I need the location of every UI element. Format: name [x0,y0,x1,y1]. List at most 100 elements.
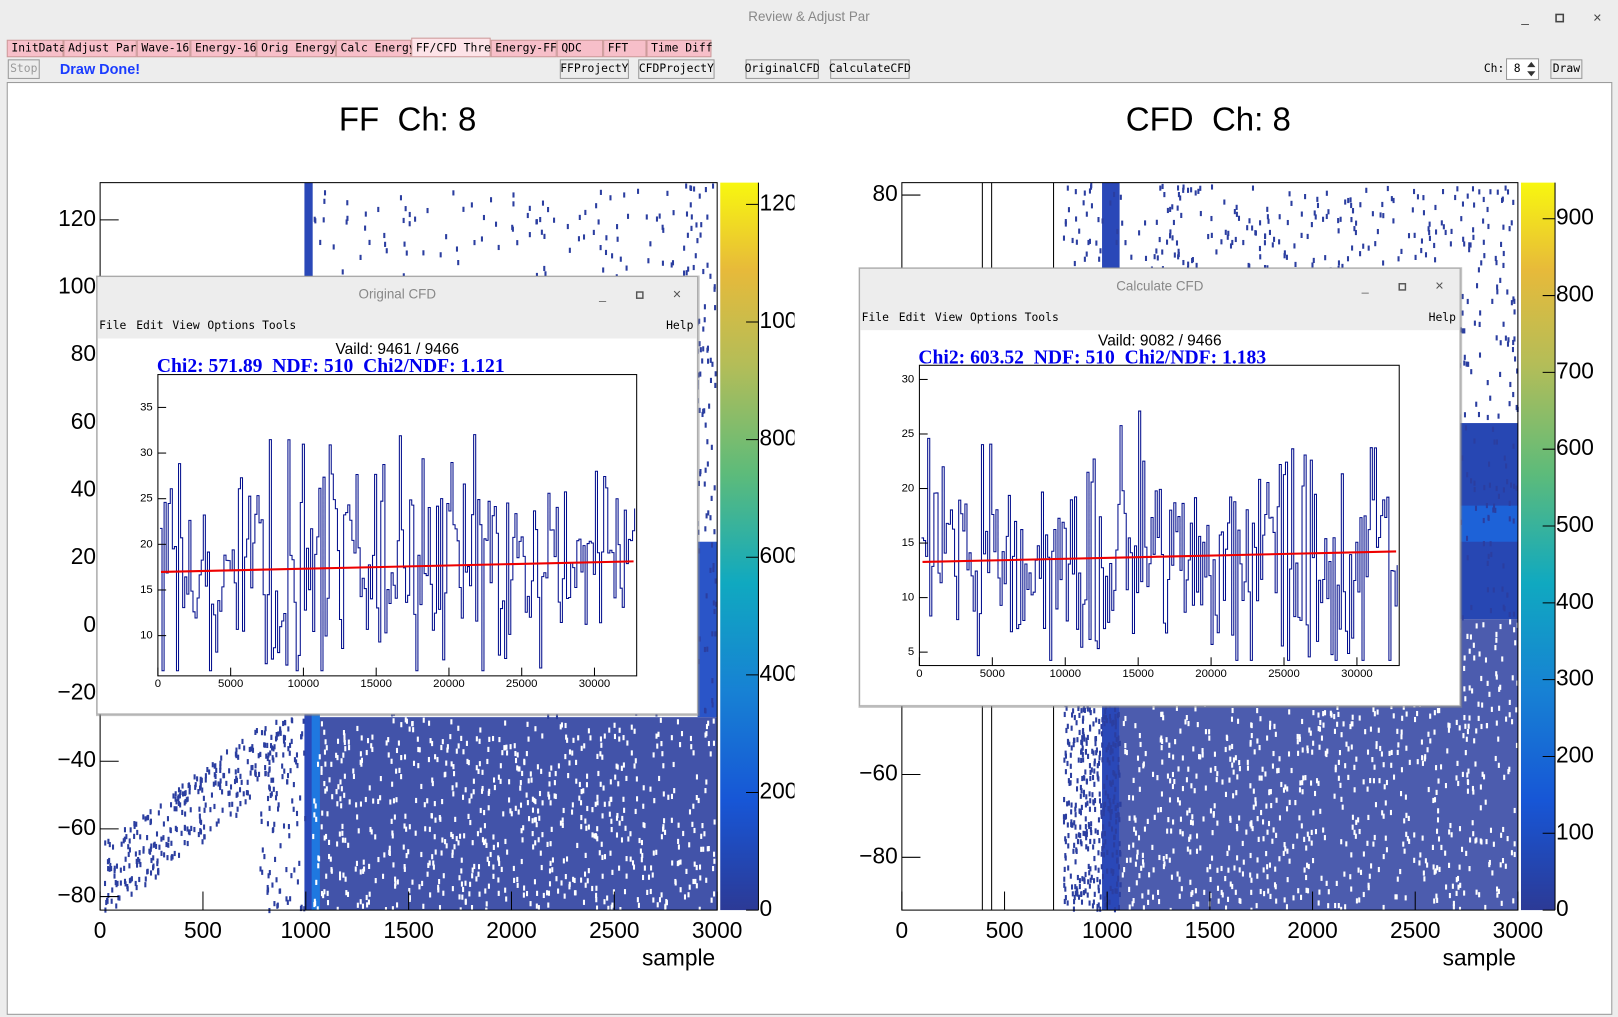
heat-cell [273,821,276,827]
menu-item[interactable]: File [99,318,126,332]
heat-cell [1074,802,1077,808]
spin-arrows[interactable] [1527,61,1536,77]
heat-cell [487,805,490,811]
popup-minimize[interactable]: _ [1361,280,1370,294]
tab[interactable] [556,39,604,58]
tab[interactable] [136,39,191,58]
heat-cell [548,771,551,777]
x-tick-label: 15000 [360,678,392,690]
button[interactable] [559,59,629,79]
heat-cell [683,894,687,900]
menu-help[interactable]: Help [1429,310,1456,324]
y-tick-label: 10 [902,592,915,604]
tab-label[interactable]: FFT [608,40,629,54]
menu-item[interactable]: Edit [136,318,163,332]
heat-cell [117,895,120,901]
heat-cell [1448,862,1451,868]
button-label[interactable]: FFProjectY [560,61,628,75]
heat-cell [1115,888,1118,894]
button[interactable] [745,59,819,79]
tab[interactable] [256,39,336,58]
heat-cell [478,891,481,897]
heat-cell [704,422,707,428]
menu-item[interactable]: View [172,318,199,332]
button-label[interactable]: CFDProjectY [639,61,714,75]
popup-minimize[interactable]: _ [598,288,607,302]
trace [159,434,636,672]
button[interactable] [830,59,910,79]
popup-maximize[interactable] [1398,283,1407,291]
menu-item[interactable]: View [935,310,962,324]
heat-cell [1362,779,1365,785]
heat-cell [1072,737,1076,743]
tab-label[interactable]: Energy-FF [495,40,557,54]
minimize[interactable]: _ [1520,10,1529,25]
heat-cell [1081,718,1084,724]
heat-cell [1112,756,1115,762]
tab[interactable] [190,39,257,58]
heat-cell [1303,836,1306,842]
heat-cell [183,824,186,831]
heat-cell [411,879,414,885]
menu-item[interactable]: Tools [1025,310,1059,324]
close[interactable]: × [1593,10,1601,26]
heat-cell [672,210,675,216]
heat-cell [709,515,712,521]
heat-cell [1065,727,1068,734]
tab-label[interactable]: QDC [561,40,582,54]
heat-cell [422,717,425,723]
tab[interactable] [6,39,64,58]
button[interactable] [1550,59,1583,79]
button-label[interactable]: Draw [1553,61,1580,75]
tab[interactable] [490,39,557,58]
tab[interactable] [335,39,412,58]
tab[interactable] [63,39,137,58]
heat-cell [521,770,524,777]
heat-cell [1076,737,1079,743]
heat-cell [1186,810,1189,816]
button-label[interactable]: CalculateCFD [829,61,911,75]
tab[interactable] [646,39,712,58]
heat-cell [1137,835,1141,841]
menu-item[interactable]: File [862,310,889,324]
tab[interactable] [411,37,491,58]
heat-cell [490,197,493,203]
heat-cell [1463,412,1466,418]
button-label[interactable]: Stop [10,61,37,75]
heat-cell [516,752,519,758]
menu-item[interactable]: Options [207,318,255,332]
tab-label[interactable]: FF/CFD Thre [416,40,491,54]
menu-item[interactable]: Options [970,310,1018,324]
tab-label[interactable]: Adjust Par [68,40,136,54]
popup-close[interactable]: × [673,287,681,303]
maximize[interactable] [1555,13,1565,23]
heat-cell [692,878,695,885]
tab-label[interactable]: Orig Energy [261,40,336,54]
heat-cell [1160,745,1163,751]
heat-cell [1302,775,1305,781]
heat-cell [384,241,387,247]
heat-cell [1067,207,1070,213]
tab-label[interactable]: Wave-16 [141,40,189,54]
tab-label[interactable]: InitData [11,40,66,54]
button[interactable] [638,59,715,79]
heat-cell [405,853,408,859]
tab-label[interactable]: Calc Energy [341,40,416,54]
tab-label[interactable]: Time Diff [651,40,712,54]
heat-cell [1317,712,1320,718]
menu-item[interactable]: Tools [262,318,296,332]
tab[interactable] [603,39,647,58]
heat-cell [1096,906,1099,912]
menu-help[interactable]: Help [666,318,693,332]
button-label[interactable]: OriginalCFD [745,61,820,75]
tab-label[interactable]: Energy-16 [195,40,257,54]
heat-cell [677,838,680,845]
spinbox[interactable] [1506,58,1540,80]
button[interactable] [7,59,40,79]
popup-close[interactable]: × [1435,279,1443,295]
popup-maximize[interactable] [635,291,644,299]
spinbox-value[interactable]: 8 [1514,61,1521,75]
heat-cell [1274,866,1277,872]
heat-cell [1265,850,1268,857]
menu-item[interactable]: Edit [899,310,926,324]
